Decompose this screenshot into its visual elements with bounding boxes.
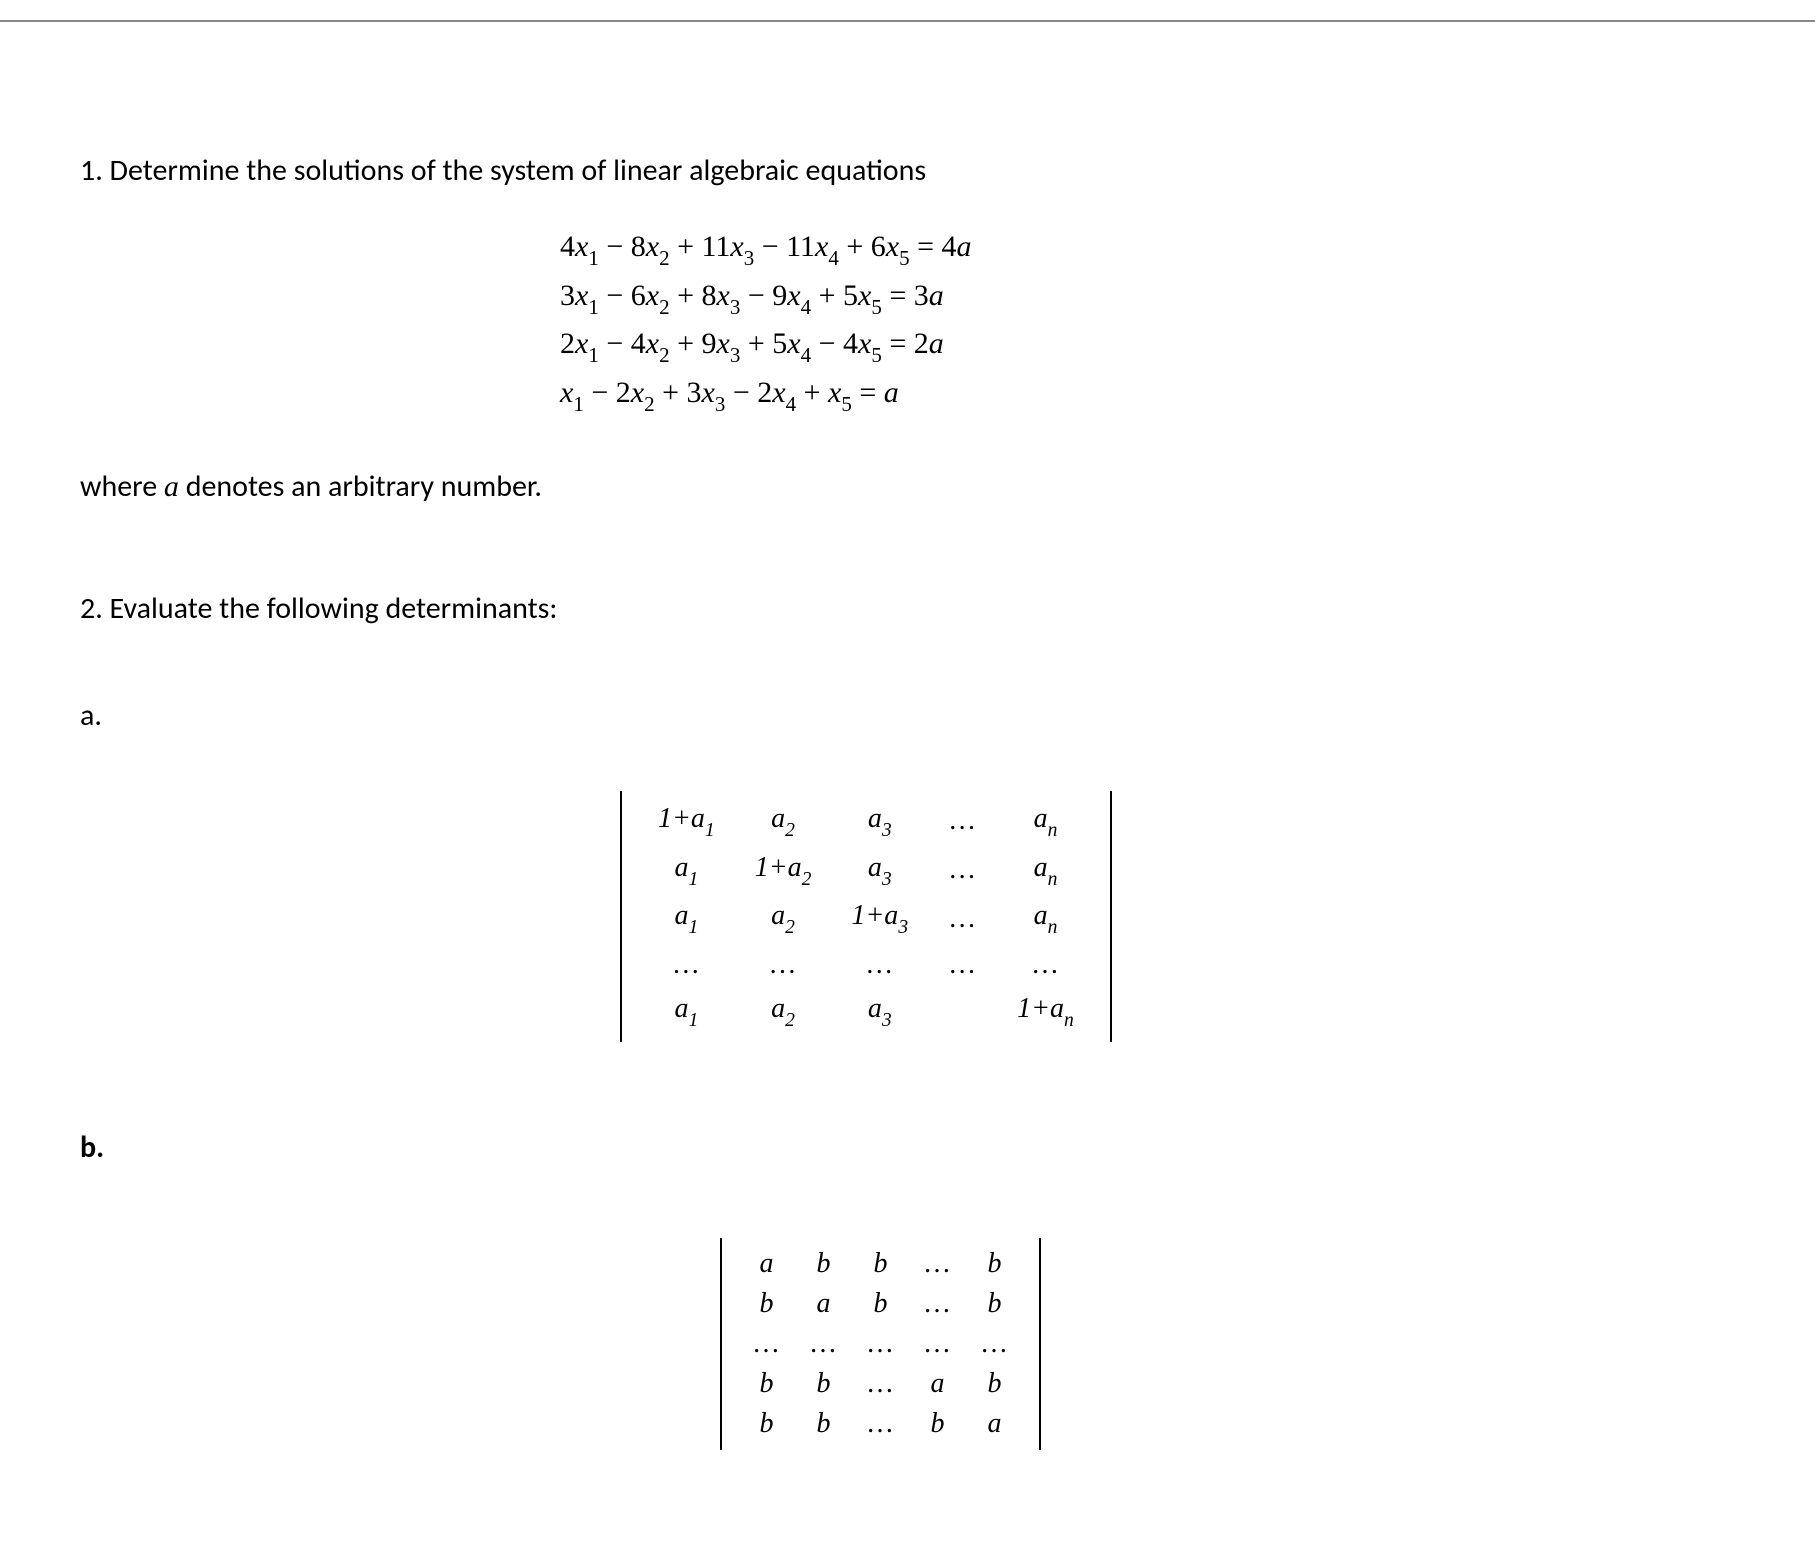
horizontal-rule: [0, 20, 1815, 22]
det-a-row-3: a1 a2 1+a3 … an: [638, 894, 1094, 943]
det-b-row-1: a b b … b: [738, 1244, 1023, 1284]
problem-2-text: 2. Evaluate the following determinants:: [80, 590, 1735, 627]
det-a-row-dots: … … … … …: [638, 943, 1094, 987]
determinant-b-wrap: a b b … b b a b … b … … … …: [720, 1236, 1735, 1452]
page-content: 1. Determine the solutions of the system…: [0, 92, 1815, 1512]
det-b-row-dots: … … … … …: [738, 1324, 1023, 1364]
equation-2: 3x1 − 6x2 + 8x3 − 9x4 + 5x5 = 3a: [560, 273, 1735, 322]
part-b-label: b.: [80, 1129, 1735, 1166]
determinant-a: 1+a1 a2 a3 … an a1 1+a2 a3 … an a1 a2 1+…: [620, 789, 1112, 1043]
problem-1-text: 1. Determine the solutions of the system…: [80, 152, 1735, 189]
part-a-label: a.: [80, 697, 1735, 734]
det-b-row-n: b b … b a: [738, 1404, 1023, 1444]
det-a-row-2: a1 1+a2 a3 … an: [638, 846, 1094, 895]
determinant-b: a b b … b b a b … b … … … …: [720, 1236, 1041, 1452]
equation-1: 4x1 − 8x2 + 11x3 − 11x4 + 6x5 = 4a: [560, 224, 1735, 273]
det-a-row-n: a1 a2 a3 1+an: [638, 987, 1094, 1036]
equations-block: 4x1 − 8x2 + 11x3 − 11x4 + 6x5 = 4a 3x1 −…: [560, 224, 1735, 418]
determinant-a-wrap: 1+a1 a2 a3 … an a1 1+a2 a3 … an a1 a2 1+…: [620, 789, 1735, 1043]
det-b-row-2: b a b … b: [738, 1284, 1023, 1324]
problem-1-where: where a denotes an arbitrary number.: [80, 468, 1735, 505]
equation-3: 2x1 − 4x2 + 9x3 + 5x4 − 4x5 = 2a: [560, 321, 1735, 370]
equation-4: x1 − 2x2 + 3x3 − 2x4 + x5 = a: [560, 370, 1735, 419]
det-b-row-n-1: b b … a b: [738, 1364, 1023, 1404]
det-a-row-1: 1+a1 a2 a3 … an: [638, 797, 1094, 846]
